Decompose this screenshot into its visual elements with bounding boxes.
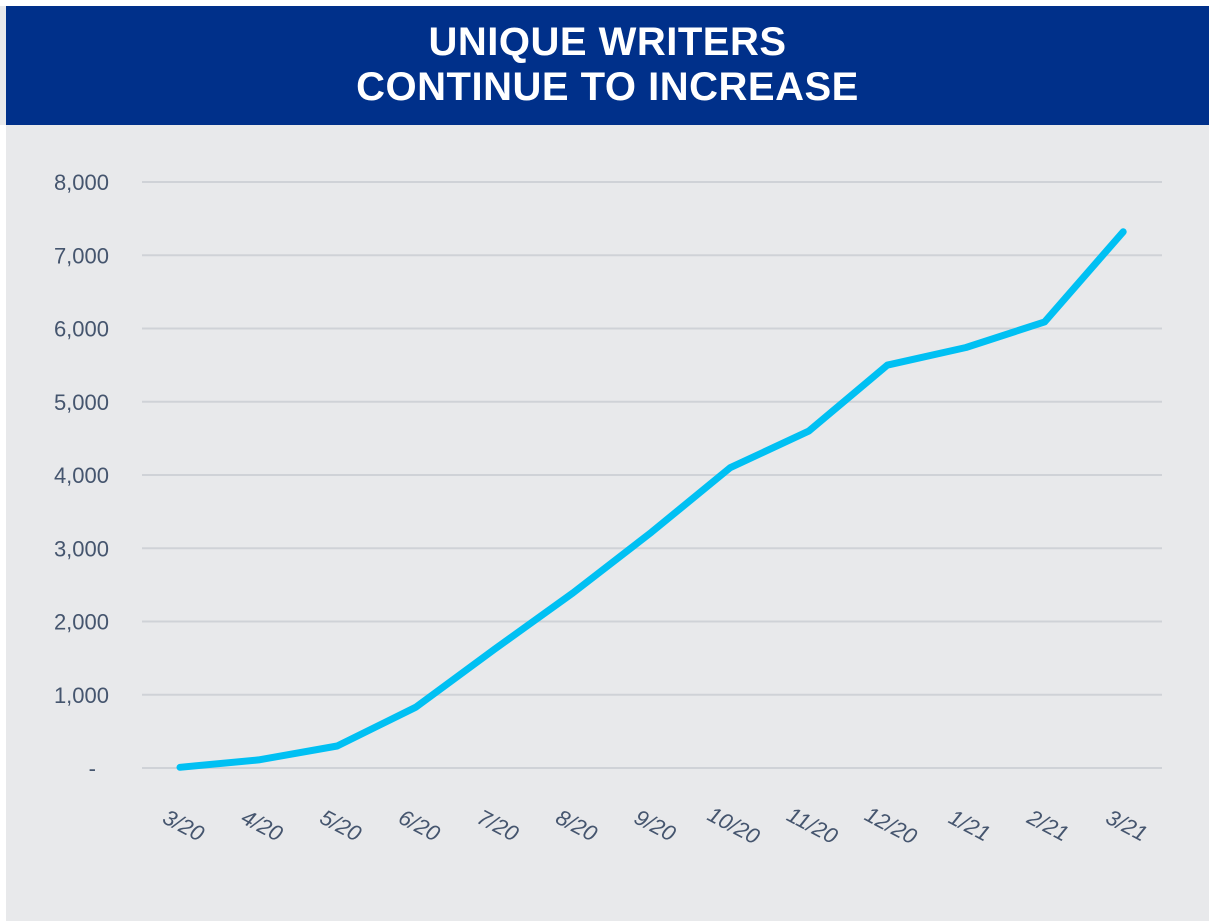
x-tick-label: 2/21: [1022, 804, 1072, 847]
y-tick-label: 2,000: [54, 610, 109, 635]
x-tick-label: 7/20: [473, 804, 523, 847]
y-tick-label: 4,000: [54, 463, 109, 488]
x-tick-label: 1/21: [945, 804, 995, 846]
x-tick-label: 6/20: [395, 804, 445, 847]
y-tick-label: 7,000: [54, 243, 109, 268]
x-tick-label: 12/20: [861, 801, 922, 849]
y-tick-label: 8,000: [54, 170, 109, 195]
series-line: [176, 228, 1127, 771]
y-axis-ticks: - 1,000 2,000 3,000 4,000 5,000 6,000 7,000 8,00…: [54, 170, 109, 781]
x-tick-label: 11/20: [783, 802, 843, 850]
y-tick-label: -: [89, 756, 96, 781]
y-tick-label: 1,000: [54, 683, 109, 708]
chart-title-line-2: CONTINUE TO INCREASE: [356, 65, 859, 109]
x-tick-label: 3/20: [159, 804, 209, 847]
x-tick-label: 4/20: [237, 804, 287, 847]
chart-title-line-1: UNIQUE WRITERS: [428, 20, 787, 64]
chart-header: UNIQUE WRITERS CONTINUE TO INCREASE: [6, 6, 1209, 125]
x-tick-label: 10/20: [704, 801, 765, 849]
y-tick-label: 6,000: [54, 317, 109, 342]
x-tick-label: 5/20: [316, 804, 366, 847]
y-tick-label: 5,000: [54, 390, 109, 415]
gridlines: [142, 181, 1162, 769]
x-tick-label: 8/20: [552, 804, 602, 847]
top-strip: [0, 0, 1209, 6]
x-tick-label: 3/21: [1102, 804, 1152, 846]
data-series: [176, 228, 1127, 771]
left-edge-strip: [0, 125, 6, 921]
x-tick-label: 9/20: [630, 804, 680, 847]
x-axis-ticks: 3/20 4/20 5/20 6/20 7/20 8/20 9/20 10/20 11/20 12…: [159, 801, 1152, 849]
y-tick-label: 3,000: [54, 536, 109, 561]
